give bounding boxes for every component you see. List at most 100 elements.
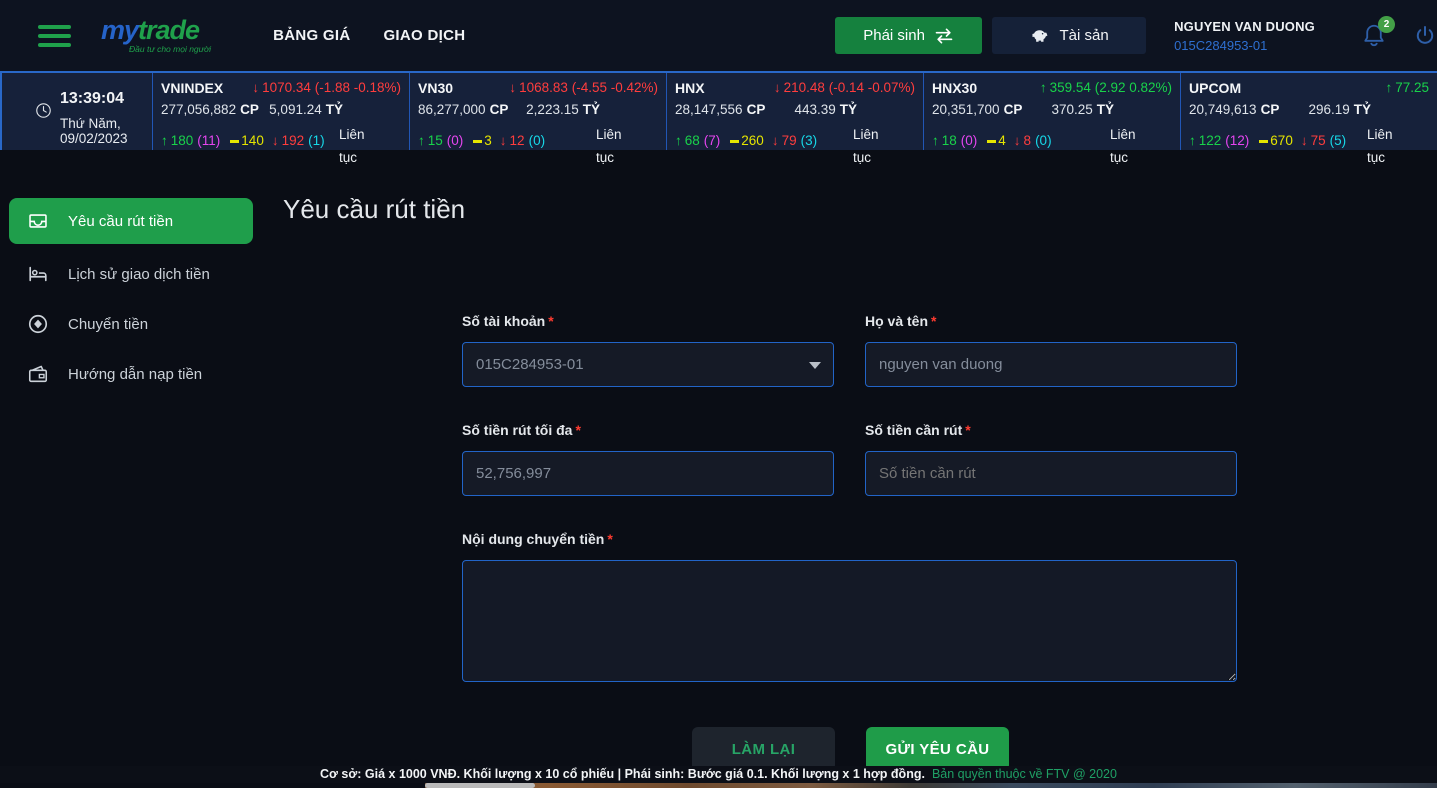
max-amount-label: Số tiền rút tối đa * bbox=[462, 422, 581, 438]
user-account-number: 015C284953-01 bbox=[1174, 37, 1268, 53]
index-name: UPCOM bbox=[1189, 80, 1242, 96]
up-arrow-icon bbox=[932, 133, 939, 148]
top-navbar: mytrade Đầu tư cho mọi người BẢNG GIÁ GI… bbox=[0, 0, 1437, 71]
index-value-traded: 5,091.24 TỶ bbox=[269, 102, 343, 117]
index-value-traded: 370.25 TỶ bbox=[1051, 102, 1114, 117]
up-arrow-icon bbox=[675, 133, 682, 148]
clock-panel: 13:39:04 Thứ Năm, 09/02/2023 bbox=[0, 73, 152, 150]
inbox-icon bbox=[29, 214, 47, 228]
amount-label: Số tiền cần rút * bbox=[865, 422, 971, 438]
sidebar-item-transaction-history[interactable]: Lịch sử giao dịch tiền bbox=[0, 254, 260, 294]
footer-copyright[interactable]: Bản quyền thuộc về FTV @ 2020 bbox=[931, 767, 1117, 781]
sidebar-item-label: Chuyển tiền bbox=[68, 315, 149, 333]
trend-arrow-icon bbox=[1040, 80, 1050, 95]
bottom-edge-strip bbox=[425, 783, 1437, 788]
logo-part-my: my bbox=[101, 15, 139, 46]
dropdown-arrow-icon bbox=[809, 362, 821, 369]
index-volume: 28,147,556 CP bbox=[675, 102, 766, 117]
logo-tagline: Đầu tư cho mọi người bbox=[129, 44, 212, 55]
user-name: NGUYEN VAN DUONG bbox=[1174, 18, 1315, 34]
session-status: Liên tục bbox=[1110, 127, 1136, 165]
down-arrow-icon bbox=[1006, 133, 1021, 148]
sidebar-item-label: Hướng dẫn nạp tiền bbox=[68, 365, 203, 383]
reference-dash-icon bbox=[1259, 140, 1269, 143]
trend-arrow-icon bbox=[509, 80, 519, 95]
transfer-content-textarea[interactable] bbox=[462, 560, 1237, 682]
reference-dash-icon bbox=[230, 140, 240, 143]
derivatives-button[interactable]: Phái sinh bbox=[835, 17, 983, 54]
index-name: VNINDEX bbox=[161, 80, 224, 96]
footer: Cơ sở: Giá x 1000 VNĐ. Khối lượng x 10 c… bbox=[0, 766, 1437, 783]
required-asterisk: * bbox=[965, 422, 971, 438]
wallet-icon bbox=[28, 365, 48, 383]
down-arrow-icon bbox=[764, 133, 779, 148]
reset-button[interactable]: LÀM LẠI bbox=[692, 727, 835, 771]
up-arrow-icon bbox=[418, 133, 425, 148]
sidebar-item-label: Yêu cầu rút tiền bbox=[68, 212, 174, 230]
max-amount-input[interactable] bbox=[462, 451, 834, 496]
piggy-bank-icon bbox=[1032, 29, 1048, 42]
required-asterisk: * bbox=[931, 313, 937, 329]
sidebar: Yêu cầu rút tiền Lịch sử giao dịch tiền … bbox=[0, 150, 260, 785]
hamburger-menu-icon[interactable] bbox=[38, 24, 71, 47]
trend-arrow-icon bbox=[252, 80, 262, 95]
advancers-decliners: 15(0)312(0) bbox=[418, 133, 545, 148]
notification-badge: 2 bbox=[1378, 15, 1395, 33]
session-status: Liên tục bbox=[339, 127, 365, 165]
index-volume: 277,056,882 CP bbox=[161, 102, 259, 117]
market-ticker-bar: 13:39:04 Thứ Năm, 09/02/2023 VNINDEX 107… bbox=[0, 71, 1437, 165]
session-status: Liên tục bbox=[853, 127, 879, 165]
footer-info: Cơ sở: Giá x 1000 VNĐ. Khối lượng x 10 c… bbox=[320, 767, 925, 781]
page-title: Yêu cầu rút tiền bbox=[283, 194, 466, 224]
reference-dash-icon bbox=[987, 140, 997, 143]
horizontal-scrollbar-thumb[interactable] bbox=[425, 783, 535, 788]
fullname-input[interactable] bbox=[865, 342, 1237, 387]
session-status: Liên tục bbox=[1367, 127, 1393, 165]
current-date: Thứ Năm, 09/02/2023 bbox=[60, 116, 128, 146]
index-value-traded: 2,223.15 TỶ bbox=[526, 102, 600, 117]
down-arrow-icon bbox=[264, 133, 279, 148]
index-volume: 20,351,700 CP bbox=[932, 102, 1023, 117]
nav-trading[interactable]: GIAO DỊCH bbox=[383, 27, 466, 44]
power-icon bbox=[1416, 25, 1434, 44]
advancers-decliners: 122(12)67075(5) bbox=[1189, 133, 1346, 148]
current-time: 13:39:04 bbox=[60, 90, 125, 107]
advancers-decliners: 18(0)48(0) bbox=[932, 133, 1052, 148]
assets-button[interactable]: Tài sản bbox=[992, 17, 1147, 54]
amount-input[interactable] bbox=[865, 451, 1237, 496]
index-name: HNX30 bbox=[932, 80, 978, 96]
transfer-content-label: Nội dung chuyển tiền * bbox=[462, 531, 613, 547]
logo-part-trade: trade bbox=[138, 15, 200, 46]
index-panel-vnindex[interactable]: VNINDEX 1070.34 (-1.88 -0.18%) 277,056,8… bbox=[152, 73, 409, 165]
required-asterisk: * bbox=[575, 422, 581, 438]
index-change: 210.48 (-0.14 -0.07%) bbox=[774, 80, 915, 95]
required-asterisk: * bbox=[607, 531, 613, 547]
nav-price-board[interactable]: BẢNG GIÁ bbox=[273, 27, 351, 44]
index-name: HNX bbox=[675, 80, 705, 96]
trend-arrow-icon bbox=[774, 80, 784, 95]
index-value-traded: 296.19 TỶ bbox=[1308, 102, 1371, 117]
sidebar-item-label: Lịch sử giao dịch tiền bbox=[68, 265, 210, 283]
account-select[interactable]: 015C284953-01 bbox=[462, 342, 834, 387]
up-arrow-icon bbox=[1189, 133, 1196, 148]
index-panel-vn30[interactable]: VN30 1068.83 (-4.55 -0.42%) 86,277,000CP… bbox=[409, 73, 666, 165]
advancers-decliners: 180(11)140192(1) bbox=[161, 133, 325, 148]
sidebar-item-money-transfer[interactable]: Chuyển tiền bbox=[0, 304, 260, 344]
sidebar-item-deposit-guide[interactable]: Hướng dẫn nạp tiền bbox=[0, 354, 260, 394]
up-arrow-icon bbox=[161, 133, 168, 148]
mytrade-logo[interactable]: mytrade Đầu tư cho mọi người bbox=[101, 17, 211, 54]
withdraw-form: Số tài khoản* 015C284953-01 Họ và tên* S… bbox=[462, 313, 1237, 771]
trend-arrow-icon bbox=[1385, 80, 1395, 95]
logout-button[interactable] bbox=[1413, 23, 1437, 49]
sidebar-item-withdraw-request[interactable]: Yêu cầu rút tiền bbox=[9, 198, 253, 244]
submit-button[interactable]: GỬI YÊU CẦU bbox=[866, 727, 1009, 771]
index-volume: 86,277,000 CP bbox=[418, 102, 509, 117]
index-change: 1070.34 (-1.88 -0.18%) bbox=[252, 80, 401, 95]
transfer-icon bbox=[28, 314, 48, 334]
swap-arrows-icon bbox=[935, 28, 953, 44]
user-menu[interactable]: NGUYEN VAN DUONG 015C284953-01 bbox=[1174, 20, 1315, 52]
notifications-button[interactable]: 2 bbox=[1361, 15, 1395, 50]
